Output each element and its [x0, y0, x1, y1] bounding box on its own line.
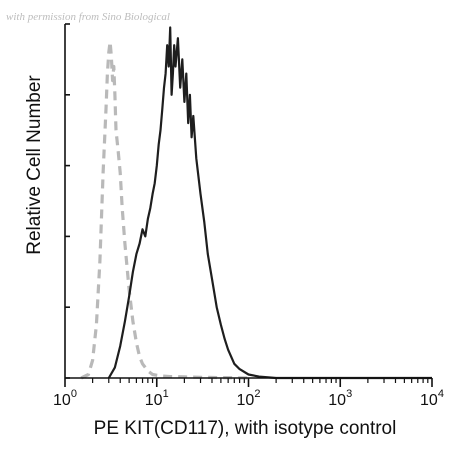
x-tick-label: 104 — [420, 388, 444, 409]
x-tick-label: 103 — [328, 388, 352, 409]
watermark: with permission from Sino Biological — [6, 11, 170, 23]
plot-series — [80, 26, 432, 380]
x-tick-label: 101 — [145, 388, 169, 409]
axes: 100 101 102 103 104 — [53, 23, 444, 409]
x-tick-label: 100 — [53, 388, 77, 409]
x-tick-label: 102 — [237, 388, 261, 409]
x-axis-label: PE KIT(CD117), with isotype control — [94, 418, 397, 439]
series-line-isotype-control — [80, 40, 249, 380]
y-axis-label: Relative Cell Number — [24, 75, 45, 255]
series-line-sample — [107, 26, 432, 380]
